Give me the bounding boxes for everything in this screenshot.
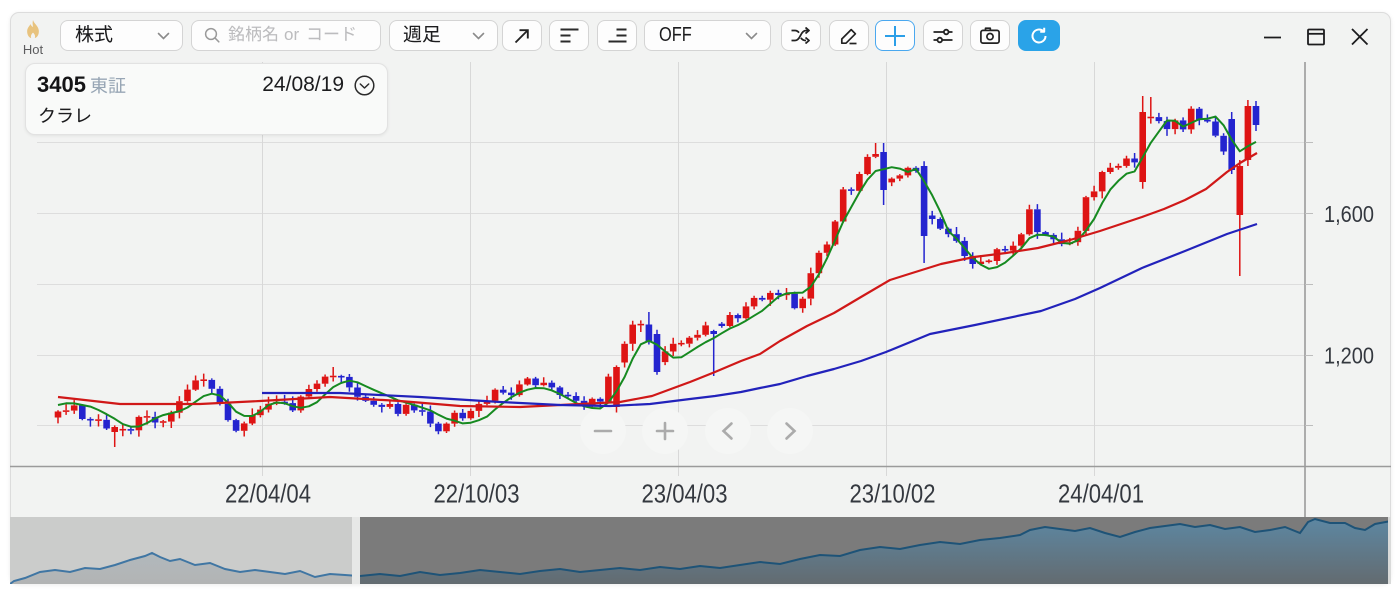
svg-text:1,600: 1,600 [1324,201,1374,227]
svg-text:24/04/01: 24/04/01 [1058,479,1144,509]
svg-text:22/04/04: 22/04/04 [225,479,311,509]
svg-text:1,200: 1,200 [1324,343,1374,369]
svg-text:22/10/03: 22/10/03 [434,479,520,509]
svg-text:23/04/03: 23/04/03 [642,479,728,509]
svg-text:or: or [284,25,299,44]
svg-text:23/10/02: 23/10/02 [850,479,936,509]
